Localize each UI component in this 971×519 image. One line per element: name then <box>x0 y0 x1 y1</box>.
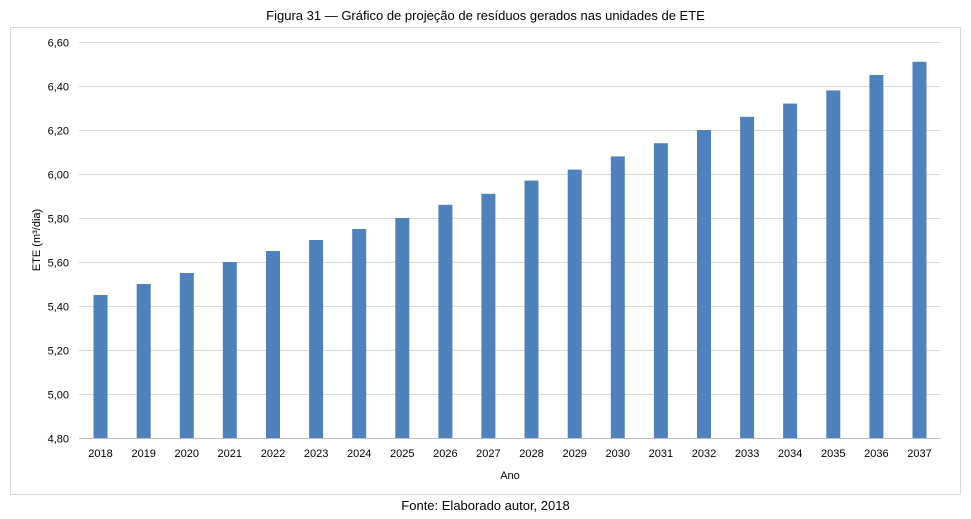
x-tick-label: 2027 <box>476 448 500 460</box>
y-tick-label: 6,40 <box>48 82 69 94</box>
y-axis-label: ETE (m³/dia) <box>31 209 43 271</box>
bar-2037 <box>912 61 927 439</box>
bar-2029 <box>567 169 582 438</box>
bar-2035 <box>826 90 841 439</box>
x-axis-label: Ano <box>500 470 520 482</box>
x-tick-label: 2034 <box>778 448 802 460</box>
x-tick-label: 2021 <box>218 448 242 460</box>
x-tick-label: 2022 <box>261 448 285 460</box>
x-tick-label: 2019 <box>131 448 155 460</box>
bar-2018 <box>93 295 108 438</box>
y-tick-label: 5,20 <box>48 346 69 358</box>
y-tick-label: 4,80 <box>48 434 69 446</box>
bar-2028 <box>524 180 539 438</box>
bar-2030 <box>610 156 625 438</box>
x-tick-label: 2029 <box>562 448 586 460</box>
x-tick-label: 2018 <box>88 448 112 460</box>
bar-2031 <box>653 143 668 438</box>
y-tick-label: 5,00 <box>48 390 69 402</box>
x-tick-label: 2033 <box>735 448 759 460</box>
x-tick-label: 2037 <box>907 448 931 460</box>
y-axis-ticks: 4,80 5,00 5,20 5,40 5,60 5,80 6,00 6,20 6,40 6,60 <box>48 38 69 446</box>
bar-2027 <box>481 193 496 438</box>
x-tick-label: 2024 <box>347 448 371 460</box>
bar-2036 <box>869 75 884 438</box>
x-tick-label: 2025 <box>390 448 414 460</box>
y-tick-label: 6,60 <box>48 38 69 50</box>
gridlines <box>79 42 941 395</box>
bar-2026 <box>438 204 453 438</box>
x-tick-label: 2028 <box>519 448 543 460</box>
bar-2033 <box>740 116 755 439</box>
x-tick-label: 2031 <box>649 448 673 460</box>
bar-2021 <box>222 262 237 438</box>
bar-2032 <box>697 130 711 438</box>
bar-2020 <box>179 273 194 438</box>
x-tick-label: 2032 <box>692 448 716 460</box>
x-tick-label: 2026 <box>433 448 457 460</box>
y-tick-label: 6,00 <box>48 170 69 182</box>
bar-2023 <box>309 240 324 438</box>
y-tick-label: 5,60 <box>48 258 69 270</box>
bar-2019 <box>136 284 151 438</box>
figure-source: Fonte: Elaborado autor, 2018 <box>401 498 570 513</box>
x-axis-ticks: 2018 2019 2020 2021 2022 2023 2024 2025 2026 2027… <box>88 448 931 460</box>
x-tick-label: 2035 <box>821 448 845 460</box>
bar-2034 <box>783 103 798 438</box>
figure-title: Figura 31 — Gráfico de projeção de resíd… <box>266 8 705 23</box>
bar-2022 <box>266 251 280 438</box>
y-tick-label: 6,20 <box>48 126 69 138</box>
x-tick-label: 2023 <box>304 448 328 460</box>
x-tick-label: 2030 <box>606 448 630 460</box>
y-tick-label: 5,40 <box>48 302 69 314</box>
y-tick-label: 5,80 <box>48 214 69 226</box>
x-tick-label: 2036 <box>864 448 888 460</box>
bar-2025 <box>395 218 410 438</box>
bar-2024 <box>352 229 367 438</box>
bars <box>93 61 927 439</box>
x-tick-label: 2020 <box>175 448 199 460</box>
